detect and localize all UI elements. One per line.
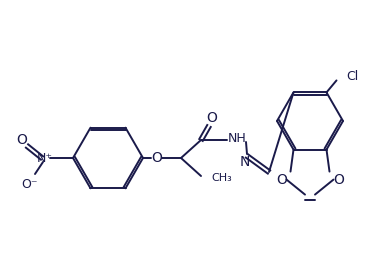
Text: O: O — [206, 111, 217, 125]
Text: Cl: Cl — [347, 70, 359, 83]
Text: CH₃: CH₃ — [211, 173, 232, 183]
Text: O: O — [152, 151, 163, 165]
Text: NH: NH — [228, 131, 246, 145]
Text: O: O — [17, 133, 28, 147]
Text: O⁻: O⁻ — [21, 177, 37, 190]
Text: O: O — [276, 172, 287, 187]
Text: O: O — [333, 172, 344, 187]
Text: N⁺: N⁺ — [37, 152, 53, 164]
Text: N: N — [240, 155, 250, 169]
